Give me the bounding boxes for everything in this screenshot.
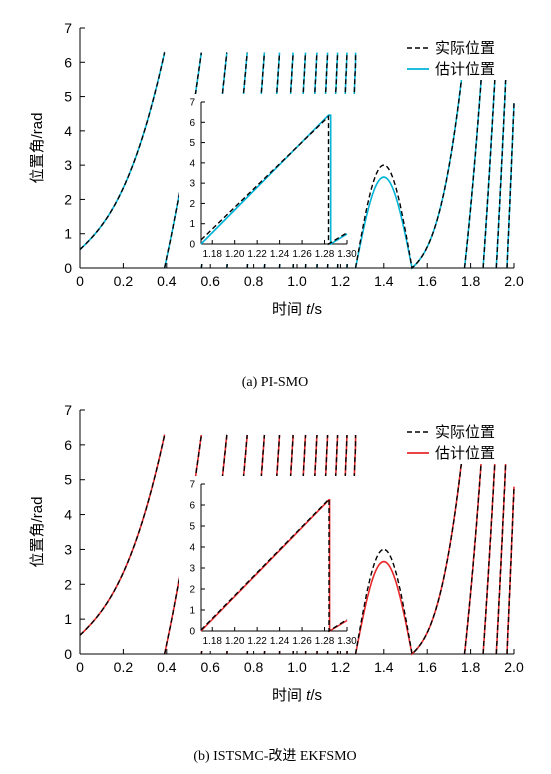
y-tick-label: 4 xyxy=(64,123,72,139)
y-tick-label: 7 xyxy=(64,20,72,36)
x-tick-label: 1.4 xyxy=(374,273,394,289)
x-tick-label: 1.6 xyxy=(417,273,437,289)
inset-y-tick-label: 1 xyxy=(189,219,195,230)
panel-caption: (b) ISTSMC-改进 EKFSMO xyxy=(193,748,356,764)
x-tick-label: 0.4 xyxy=(157,659,177,675)
legend-background xyxy=(403,38,513,80)
y-tick-label: 0 xyxy=(64,646,72,662)
inset-y-tick-label: 7 xyxy=(189,98,195,109)
x-axis-label: 时间 t/s xyxy=(272,301,322,318)
y-tick-label: 6 xyxy=(64,54,72,70)
inset-x-tick-label: 1.18 xyxy=(202,636,222,647)
x-tick-label: 1.8 xyxy=(461,273,481,289)
inset-x-tick-label: 1.30 xyxy=(337,636,357,647)
inset-y-tick-label: 2 xyxy=(189,585,195,596)
x-tick-label: 0.2 xyxy=(114,659,134,675)
x-tick-label: 0.2 xyxy=(114,273,134,289)
inset-y-tick-label: 2 xyxy=(189,199,195,210)
inset-y-tick-label: 1 xyxy=(189,606,195,617)
x-tick-label: 1.6 xyxy=(417,659,437,675)
x-tick-label: 0 xyxy=(76,273,84,289)
x-tick-label: 1.0 xyxy=(287,273,307,289)
x-tick-label: 0.8 xyxy=(244,273,264,289)
x-tick-label: 0.8 xyxy=(244,659,264,675)
y-tick-label: 5 xyxy=(64,472,72,488)
inset-line-estimate xyxy=(200,114,348,246)
inset-y-tick-label: 6 xyxy=(189,118,195,129)
x-tick-label: 1.0 xyxy=(287,659,307,675)
x-axis-label: 时间 t/s xyxy=(272,687,322,704)
legend-label-actual: 实际位置 xyxy=(435,424,495,441)
x-tick-label: 2.0 xyxy=(504,273,524,289)
inset-x-tick-label: 1.26 xyxy=(292,249,312,260)
inset-x-tick-label: 1.20 xyxy=(225,636,245,647)
inset-chart: 1.18 1.20 1.22 1.24 1.26 1.28 1.30 0 1 2 3 4 5 6 7 xyxy=(189,98,357,261)
y-tick-label: 2 xyxy=(64,576,72,592)
x-tick-label: 0.6 xyxy=(200,273,220,289)
inset-x-tick-label: 1.22 xyxy=(247,249,267,260)
inset-x-tick-label: 1.24 xyxy=(270,249,290,260)
inset-y-tick-label: 7 xyxy=(189,480,195,491)
y-tick-label: 1 xyxy=(64,226,72,242)
inset-y-tick-label: 3 xyxy=(189,179,195,190)
inset-x-tick-label: 1.22 xyxy=(247,636,267,647)
inset-x-tick-label: 1.18 xyxy=(202,249,222,260)
y-tick-label: 3 xyxy=(64,157,72,173)
inset-chart: 1.18 1.20 1.22 1.24 1.26 1.28 1.30 0 1 2 3 4 5 6 7 xyxy=(189,480,357,648)
x-tick-label: 0.4 xyxy=(157,273,177,289)
inset-y-tick-label: 5 xyxy=(189,522,195,533)
y-tick-label: 7 xyxy=(64,402,72,418)
inset-y-tick-label: 0 xyxy=(189,627,195,638)
x-tick-label: 1.2 xyxy=(331,273,351,289)
y-tick-label: 0 xyxy=(64,260,72,276)
legend-background xyxy=(403,422,513,464)
x-tick-label: 1.2 xyxy=(331,659,351,675)
inset-y-tick-label: 3 xyxy=(189,564,195,575)
x-tick-label: 2.0 xyxy=(504,659,524,675)
chart-panel-1: 0 0.2 0.4 0.6 0.8 1.0 1.2 1.4 1.6 1.8 2.0 0 1 2 3 4 5 6 7 时… xyxy=(29,402,524,764)
inset-y-tick-label: 6 xyxy=(189,501,195,512)
y-tick-label: 5 xyxy=(64,89,72,105)
y-tick-label: 2 xyxy=(64,191,72,207)
y-tick-label: 1 xyxy=(64,611,72,627)
inset-line-actual xyxy=(200,497,348,633)
y-axis-label: 位置角/rad xyxy=(29,113,46,184)
legend-label-actual: 实际位置 xyxy=(435,40,495,57)
x-tick-label: 0 xyxy=(76,659,84,675)
chart-panel-0: 0 0.2 0.4 0.6 0.8 1.0 1.2 1.4 1.6 1.8 2.0 0 1 2 3 4 5 6 7 时… xyxy=(29,20,524,390)
inset-x-tick-label: 1.26 xyxy=(292,636,312,647)
y-tick-label: 3 xyxy=(64,541,72,557)
panel-caption: (a) PI-SMO xyxy=(242,375,309,390)
y-axis-label: 位置角/rad xyxy=(29,497,46,568)
inset-x-tick-label: 1.30 xyxy=(337,249,357,260)
x-tick-label: 1.4 xyxy=(374,659,394,675)
inset-line-actual xyxy=(200,114,348,246)
legend-label-estimate: 估计位置 xyxy=(435,445,495,462)
inset-x-tick-label: 1.28 xyxy=(315,636,335,647)
inset-y-tick-label: 5 xyxy=(189,138,195,149)
inset-x-tick-label: 1.20 xyxy=(225,249,245,260)
inset-y-tick-label: 4 xyxy=(189,158,195,169)
y-tick-label: 6 xyxy=(64,437,72,453)
inset-y-tick-label: 4 xyxy=(189,543,195,554)
inset-x-tick-label: 1.24 xyxy=(270,636,290,647)
x-tick-label: 0.6 xyxy=(200,659,220,675)
inset-x-tick-label: 1.28 xyxy=(315,249,335,260)
y-tick-label: 4 xyxy=(64,507,72,523)
x-tick-label: 1.8 xyxy=(461,659,481,675)
inset-y-tick-label: 0 xyxy=(189,240,195,251)
legend-label-estimate: 估计位置 xyxy=(435,61,495,78)
